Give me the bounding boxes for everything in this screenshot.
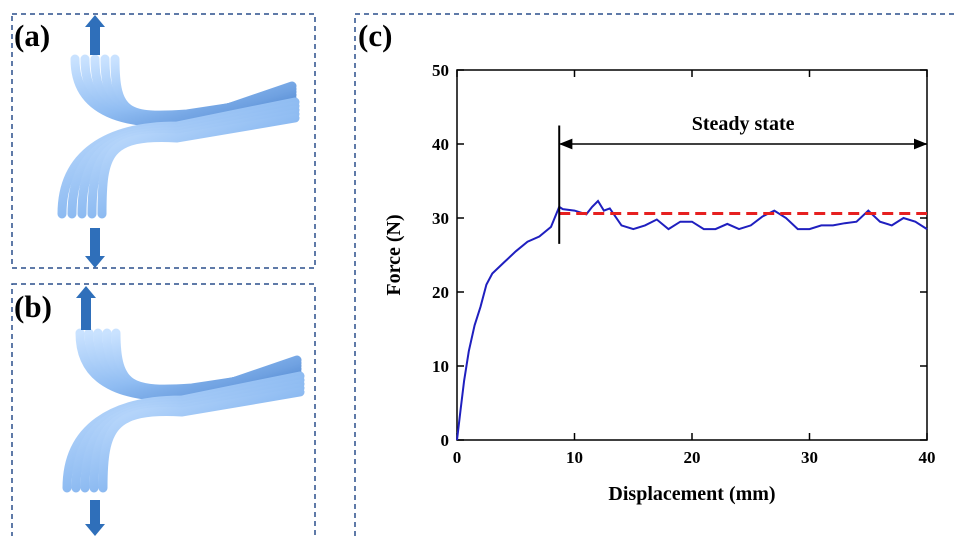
force-arrow-shaft [90, 27, 100, 55]
panel-b-frame [11, 283, 316, 536]
force-arrow-shaft [90, 500, 100, 524]
illustrations [57, 15, 305, 536]
x-tick-label: 20 [684, 448, 701, 467]
y-tick-label: 0 [441, 431, 450, 450]
force-arrow-shaft [90, 228, 100, 256]
x-tick-label: 0 [453, 448, 462, 467]
y-tick-label: 20 [432, 283, 449, 302]
force-arrow-head [76, 286, 96, 298]
x-axis-label: Displacement (mm) [608, 483, 775, 505]
y-axis-label: Force (N) [383, 214, 405, 295]
strip-lower [89, 383, 305, 493]
x-tick-label: 40 [919, 448, 936, 467]
panel-label: (b) [14, 289, 52, 324]
x-tick-label: 30 [801, 448, 818, 467]
force-arrow-head [85, 256, 105, 268]
chart: Displacement (mm) Force (N) 0 10 20 30 40 0 10… [383, 61, 936, 505]
y-tick-label: 40 [432, 135, 449, 154]
range-label: Steady state [692, 113, 795, 135]
panel-label: (a) [14, 18, 50, 53]
force-arrow-shaft [81, 298, 91, 330]
y-tick-label: 50 [432, 61, 449, 80]
panel-label: (c) [358, 18, 392, 53]
data-line [456, 199, 928, 441]
y-tick-label: 30 [432, 209, 449, 228]
strip-lower [98, 387, 305, 493]
panel-c-frame [354, 13, 957, 536]
y-tick-label: 10 [432, 357, 449, 376]
strip-lower [97, 113, 300, 219]
x-tick-label: 10 [566, 448, 583, 467]
force-arrow-head [85, 524, 105, 536]
force-arrow-head [85, 15, 105, 27]
